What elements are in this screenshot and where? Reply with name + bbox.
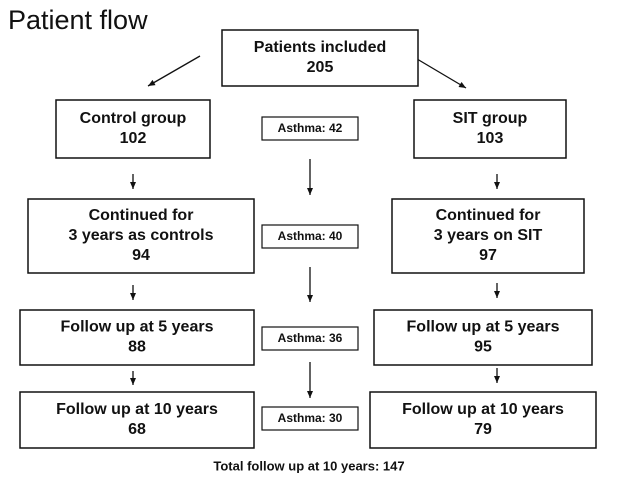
- asthma-box: [261, 406, 359, 431]
- box-label: Follow up at 5 years: [61, 319, 214, 336]
- box-label: 103: [477, 130, 504, 147]
- box-label: Follow up at 10 years: [402, 401, 564, 418]
- box-label: 95: [474, 339, 492, 356]
- box-label: 3 years as controls: [69, 227, 214, 244]
- box-label: 205: [307, 59, 334, 76]
- asthma-box: [261, 224, 359, 249]
- box-label: Follow up at 10 years: [56, 401, 218, 418]
- box-label: 94: [132, 247, 150, 264]
- box: [19, 391, 255, 449]
- box-label: Continued for: [89, 207, 194, 224]
- box-label: Continued for: [436, 207, 541, 224]
- box-label: 102: [120, 130, 147, 147]
- box-label: 3 years on SIT: [434, 227, 543, 244]
- asthma-box: [261, 326, 359, 351]
- box: [373, 309, 593, 366]
- box: [221, 29, 419, 87]
- box: [391, 198, 585, 274]
- box-label: Patients included: [254, 39, 386, 56]
- box: [55, 99, 211, 159]
- arrow: [411, 55, 467, 89]
- box-label: 88: [128, 339, 146, 356]
- box-label: 68: [128, 421, 146, 438]
- box-label: 79: [474, 421, 492, 438]
- box: [19, 309, 255, 366]
- box: [369, 391, 597, 449]
- asthma-box: [261, 116, 359, 141]
- box-label: Control group: [80, 110, 187, 127]
- boxes: Patients included 205 Control group 102 SIT …: [19, 29, 597, 449]
- asthma-label: Asthma: 40: [278, 229, 343, 243]
- box-label: 97: [479, 247, 497, 264]
- asthma-label: Asthma: 42: [278, 121, 343, 135]
- footer: Total follow up at 10 years: 147: [213, 458, 404, 473]
- arrows: [130, 55, 500, 398]
- box-label: Follow up at 5 years: [407, 319, 560, 336]
- title: Patient flow: [8, 5, 148, 35]
- asthma-label: Asthma: 30: [278, 411, 343, 425]
- box-label: SIT group: [453, 110, 528, 127]
- box: [27, 198, 255, 274]
- box: [413, 99, 567, 159]
- arrow: [147, 55, 201, 87]
- asthma-label: Asthma: 36: [278, 331, 343, 345]
